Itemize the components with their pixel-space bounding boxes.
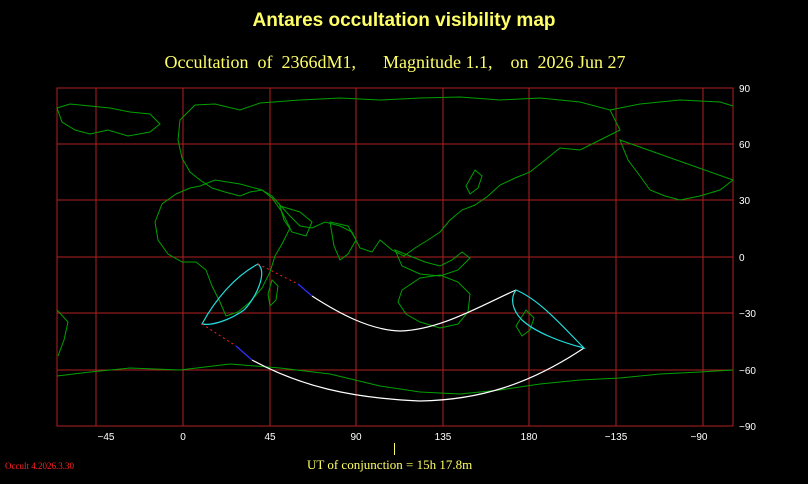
lat-tick-label: 90 xyxy=(739,84,751,95)
lat-tick-label: 30 xyxy=(739,196,751,207)
lon-tick-label: 45 xyxy=(264,432,276,443)
northern-limit-line xyxy=(311,289,517,332)
coast-new-zealand xyxy=(515,309,535,337)
software-version: Occult 4.2026.3.30 xyxy=(5,461,74,471)
lat-tick-label: 60 xyxy=(739,140,751,151)
coast-africa xyxy=(154,179,291,317)
lon-tick-label: 135 xyxy=(435,432,452,443)
map-title: Antares occultation visibility map xyxy=(252,10,556,31)
longitude-labels: −45 0 45 90 135 180 −135 −90 xyxy=(98,432,708,443)
rise-set-curve-west xyxy=(201,263,263,325)
lon-tick-label: 180 xyxy=(521,432,538,443)
coast-south-america-tip xyxy=(56,309,69,357)
rise-set-curve-east xyxy=(512,289,586,350)
lon-tick-label: 0 xyxy=(180,432,186,443)
latitude-labels: 90 60 30 0 −30 −60 −90 xyxy=(739,84,756,433)
dotted-limit-north xyxy=(257,263,299,285)
coast-india xyxy=(329,221,357,261)
lon-tick-label: −135 xyxy=(605,432,628,443)
lon-tick-label: −45 xyxy=(98,432,115,443)
lat-tick-label: −30 xyxy=(739,309,756,320)
coast-europe-asia xyxy=(177,96,621,257)
dotted-limit-south xyxy=(201,323,237,347)
dotted-limit-north-blue xyxy=(297,283,313,297)
lat-tick-label: −60 xyxy=(739,366,756,377)
southern-limit-line xyxy=(251,347,585,402)
coast-japan xyxy=(465,169,483,195)
lat-tick-label: −90 xyxy=(739,422,756,433)
coast-north-america xyxy=(609,99,735,201)
coast-madagascar xyxy=(267,279,279,308)
lat-tick-label: 0 xyxy=(739,253,745,264)
lon-tick-label: −90 xyxy=(691,432,708,443)
coast-antarctica xyxy=(56,363,734,395)
conjunction-time: UT of conjunction = 15h 17.8m xyxy=(307,457,473,472)
map-grid xyxy=(56,87,734,427)
occultation-path xyxy=(201,263,586,402)
coast-arabia xyxy=(279,205,313,237)
lon-tick-label: 90 xyxy=(350,432,362,443)
conjunction-marker xyxy=(394,443,395,455)
dotted-limit-south-blue xyxy=(235,345,253,361)
coastlines xyxy=(56,96,735,395)
coast-australia xyxy=(397,274,471,329)
coast-se-asia xyxy=(394,249,471,277)
coast-greenland xyxy=(56,103,161,137)
occultation-subtitle: Occultation of 2366dM1, Magnitude 1.1, o… xyxy=(164,52,626,72)
